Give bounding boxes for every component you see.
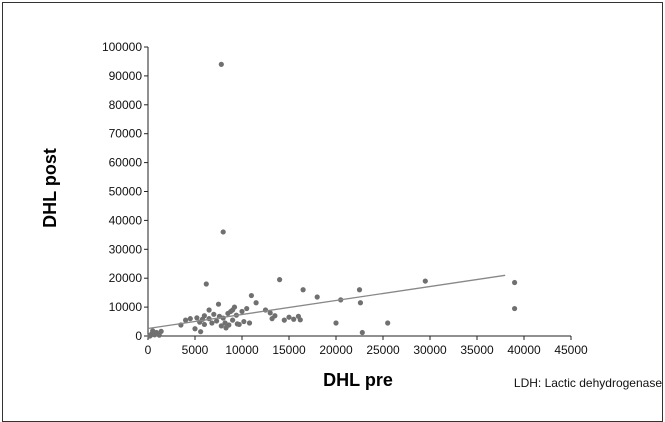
- data-point: [201, 321, 207, 328]
- data-point: [209, 320, 215, 326]
- data-point: [158, 328, 164, 334]
- x-tick-label: 15000: [272, 343, 306, 357]
- y-tick-label: 40000: [109, 213, 143, 227]
- data-point: [231, 304, 238, 310]
- data-point: [215, 301, 222, 307]
- data-point: [248, 292, 254, 299]
- x-tick-label: 45000: [554, 343, 588, 357]
- data-points: [147, 61, 518, 339]
- y-tick-label: 50000: [109, 185, 143, 199]
- data-point: [220, 229, 226, 235]
- data-point: [241, 318, 247, 325]
- data-point: [277, 277, 283, 283]
- y-tick-label: 80000: [109, 98, 143, 112]
- data-point: [226, 322, 232, 328]
- trend-line: [147, 274, 506, 330]
- data-point: [359, 329, 365, 336]
- data-point: [206, 307, 212, 313]
- data-point: [192, 326, 198, 332]
- x-axis-title: DHL pre: [323, 370, 393, 390]
- y-tick-label: 0: [135, 329, 142, 343]
- x-tick-label: 35000: [460, 343, 494, 357]
- footnote: LDH: Lactic dehydrogenase: [514, 376, 662, 390]
- y-tick-label: 20000: [109, 271, 143, 285]
- data-point: [281, 317, 287, 323]
- data-point: [230, 317, 236, 323]
- data-point: [253, 300, 259, 306]
- x-tick-label: 0: [145, 343, 152, 357]
- data-point: [356, 287, 363, 293]
- y-tick-label: 100000: [102, 40, 142, 54]
- y-tick-label: 30000: [109, 242, 143, 256]
- y-tick-label: 10000: [109, 300, 143, 314]
- data-point: [297, 317, 303, 323]
- y-axis-ticks: 0 10000 20000 30000 40000 50000 60000 70000 8000…: [102, 40, 148, 343]
- data-point: [218, 61, 224, 67]
- data-point: [203, 281, 209, 287]
- data-point: [422, 278, 428, 284]
- scatter-chart: 0100002000030000400005000060000700008000…: [40, 40, 662, 390]
- data-point: [198, 329, 204, 335]
- data-point: [291, 316, 297, 322]
- data-point: [201, 313, 207, 319]
- data-point: [187, 316, 193, 322]
- x-tick-label: 5000: [182, 343, 209, 357]
- x-tick-label: 30000: [413, 343, 447, 357]
- data-point: [236, 321, 242, 328]
- data-point: [244, 305, 250, 312]
- x-tick-label: 25000: [366, 343, 400, 357]
- y-tick-label: 90000: [109, 69, 143, 83]
- data-point: [272, 313, 278, 319]
- data-point: [246, 320, 253, 326]
- data-point: [267, 310, 273, 316]
- data-point: [385, 320, 391, 326]
- data-point: [333, 320, 339, 326]
- y-axis-title: DHL post: [40, 148, 60, 228]
- x-axis-ticks: 0 5000 10000 15000 20000 25000 30000 35000 40000…: [145, 336, 588, 357]
- x-tick-label: 10000: [225, 343, 259, 357]
- x-tick-label: 20000: [319, 343, 353, 357]
- data-point: [314, 294, 320, 300]
- data-point: [194, 315, 200, 321]
- y-tick-label: 70000: [109, 127, 143, 141]
- data-point: [511, 279, 518, 286]
- x-tick-label: 40000: [507, 343, 541, 357]
- data-point: [183, 317, 189, 323]
- data-point: [300, 287, 306, 293]
- data-point: [218, 323, 224, 329]
- data-point: [286, 314, 292, 320]
- data-point: [357, 300, 364, 306]
- data-point: [211, 311, 217, 317]
- data-point: [239, 308, 245, 315]
- y-tick-label: 60000: [109, 156, 143, 170]
- data-point: [214, 318, 220, 324]
- data-point: [511, 305, 518, 312]
